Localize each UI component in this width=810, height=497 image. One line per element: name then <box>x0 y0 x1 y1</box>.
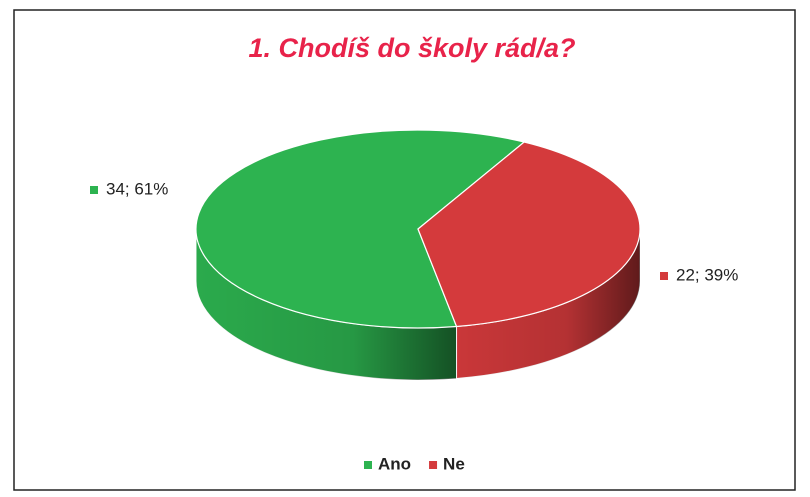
legend-key <box>364 461 372 469</box>
legend-key <box>429 461 438 469</box>
data-label: 22; 39% <box>676 265 738 284</box>
data-label-key <box>90 186 98 194</box>
legend-label: Ano <box>378 454 411 473</box>
data-label-key <box>660 272 668 280</box>
slice-side-shade <box>456 229 640 379</box>
slice-side-shade <box>196 229 457 381</box>
slice <box>417 141 641 328</box>
pie-tops <box>195 129 641 329</box>
data-label: 34; 61% <box>106 179 168 198</box>
legend-label: Ne <box>443 454 465 473</box>
chart-title: 1. Chodíš do školy rád/a? <box>248 33 575 63</box>
slice <box>195 129 526 329</box>
